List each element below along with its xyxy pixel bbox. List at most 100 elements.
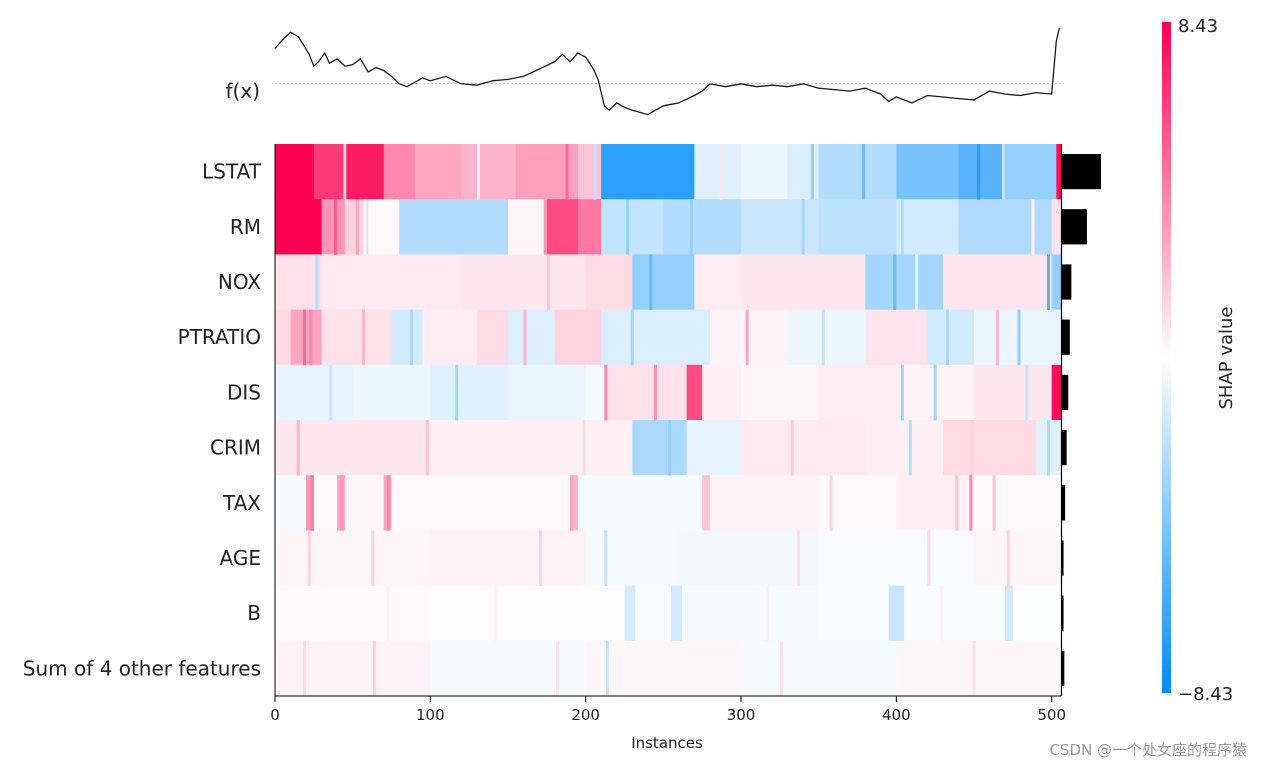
x-tick-label: 200 <box>571 706 600 724</box>
heatmap-stripe <box>626 199 630 255</box>
heatmap-cell <box>601 199 664 255</box>
feature-label: RM <box>230 215 261 239</box>
heatmap-stripe <box>801 199 805 255</box>
heatmap-cell <box>787 309 866 366</box>
importance-bars <box>1060 144 1101 696</box>
heatmap-cell <box>430 364 509 421</box>
heatmap-cell <box>1005 585 1014 642</box>
heatmap-stripe <box>992 475 996 531</box>
heatmap-cell <box>741 144 789 200</box>
heatmap-stripe <box>901 199 905 255</box>
heatmap-cell <box>624 585 636 642</box>
heatmap-stripe <box>302 640 306 697</box>
heatmap-stripe <box>476 144 480 200</box>
heatmap-cell <box>678 530 820 586</box>
importance-bar <box>1062 319 1070 355</box>
x-tick-label: 100 <box>416 706 445 724</box>
heatmap-cell <box>604 364 688 421</box>
heatmap-cell <box>430 420 633 476</box>
heatmap-cell <box>974 475 1062 531</box>
heatmap-stripe <box>309 309 313 366</box>
heatmap-cell <box>321 199 346 255</box>
feature-label: TAX <box>222 491 261 515</box>
heatmap-cell <box>585 530 680 586</box>
importance-bar <box>1062 650 1065 686</box>
heatmap-cell <box>554 309 602 366</box>
heatmap-cell <box>974 530 1062 586</box>
heatmap-cell <box>888 585 905 642</box>
x-tick-label: 500 <box>1037 706 1066 724</box>
watermark: CSDN @一个处女座的程序猿 <box>1049 741 1247 759</box>
heatmap-cell <box>686 364 703 421</box>
importance-bar <box>1062 209 1087 245</box>
heatmap-cell <box>275 585 431 642</box>
heatmap-cell <box>430 585 625 642</box>
heatmap-stripe <box>1006 530 1010 586</box>
heatmap-cell <box>942 254 1053 310</box>
heatmap-cell <box>391 475 571 531</box>
heatmap-stripe <box>630 309 634 366</box>
heatmap-cell <box>306 475 315 531</box>
heatmap-stripe <box>372 640 376 697</box>
heatmap-stripe <box>329 364 333 421</box>
heatmap-cell <box>741 254 866 310</box>
heatmap-cell <box>942 420 1037 476</box>
heatmap-cell <box>275 254 323 310</box>
heatmap-stripe <box>565 144 569 200</box>
feature-label: CRIM <box>210 436 261 460</box>
heatmap-stripe <box>570 475 574 531</box>
heatmap-cell <box>709 475 820 531</box>
heatmap-stripe <box>343 144 347 200</box>
heatmap-cell <box>663 199 742 255</box>
heatmap-cell <box>585 640 742 697</box>
heatmap-stripe <box>796 530 800 586</box>
heatmap-cell <box>476 309 509 366</box>
heatmap-cell <box>546 199 579 255</box>
heatmap-cell <box>818 364 897 421</box>
heatmap-stripe <box>908 420 912 476</box>
heatmap-stripe <box>927 530 931 586</box>
heatmap-cell <box>904 585 1006 642</box>
heatmap-cell <box>508 309 556 366</box>
heatmap-cell <box>632 420 688 476</box>
heatmap-stripe <box>334 199 338 255</box>
heatmap-cell <box>399 199 509 255</box>
heatmap-cell <box>368 199 400 255</box>
heatmap-cell <box>344 475 385 531</box>
heatmap-stripe <box>1047 420 1051 476</box>
heatmap-cell <box>686 420 742 476</box>
heatmap-stripe <box>605 640 609 697</box>
heatmap-cell <box>321 254 462 310</box>
feature-label: Sum of 4 other features <box>23 656 261 680</box>
heatmap-cell <box>741 199 820 255</box>
x-tick-label: 400 <box>882 706 911 724</box>
heatmap-cell <box>275 475 307 531</box>
heatmap-cell <box>896 640 1062 697</box>
heatmap-cell <box>958 199 1053 255</box>
heatmap-cell <box>275 364 354 421</box>
heatmap-stripe <box>914 254 918 310</box>
heatmap-cell <box>430 530 587 586</box>
heatmap-cell <box>461 144 517 200</box>
heatmap-cell <box>585 254 633 310</box>
heatmap-stripe <box>410 309 414 366</box>
heatmap-cell <box>1051 254 1062 310</box>
heatmap-stripe <box>893 254 897 310</box>
heatmap-stripe <box>455 364 459 421</box>
heatmap-cell <box>1051 199 1062 255</box>
heatmap-cell <box>430 640 587 697</box>
importance-bar <box>1062 430 1067 466</box>
heatmap-stripe <box>745 309 749 366</box>
heatmap-cell <box>787 144 820 200</box>
heatmap-stripe <box>649 254 653 310</box>
heatmap-cell <box>635 585 672 642</box>
heatmap-stripe <box>582 420 586 476</box>
heatmap-cell <box>290 309 323 366</box>
heatmap-stripe <box>829 475 833 531</box>
heatmap-cell <box>865 309 928 366</box>
heatmap-cell <box>275 420 431 476</box>
heatmap-cell <box>958 144 1006 200</box>
heatmap-cell <box>275 144 315 200</box>
heatmap-stripe <box>363 199 367 255</box>
